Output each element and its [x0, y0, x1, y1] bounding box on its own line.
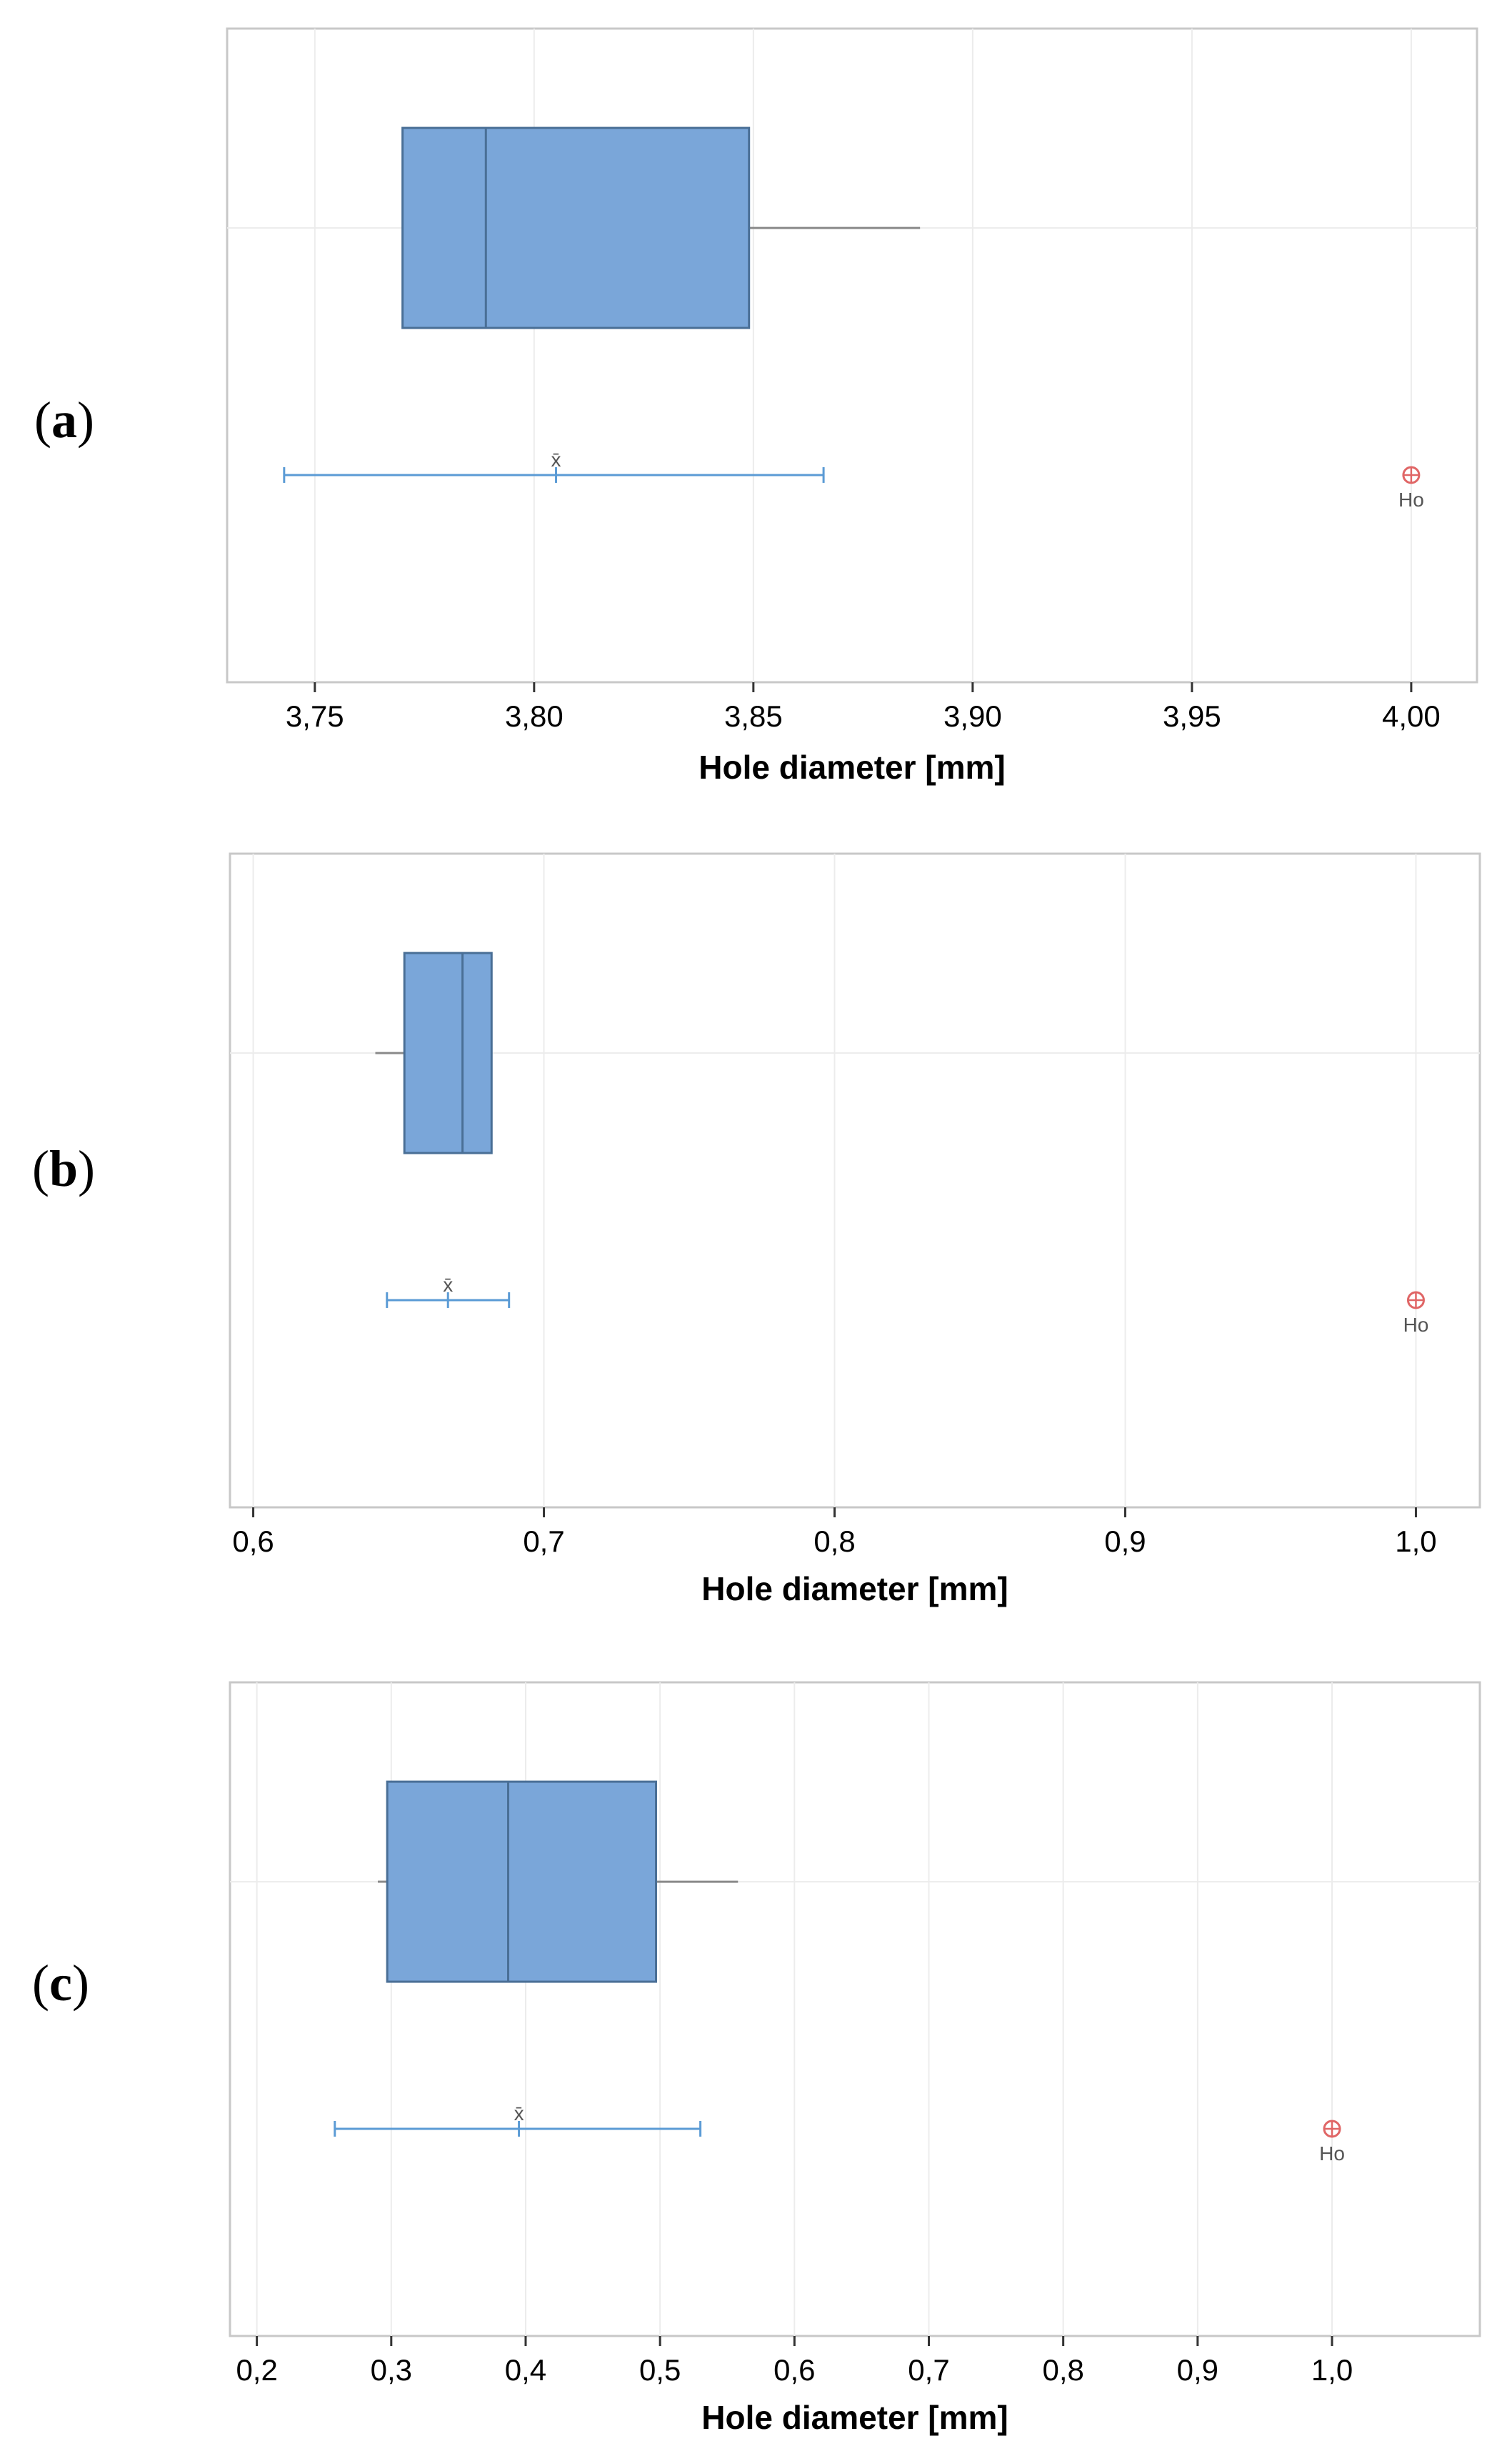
x-tick-label: 3,75	[286, 699, 344, 733]
x-tick-label: 0,6	[232, 1524, 274, 1558]
x-tick-label: 1,0	[1311, 2353, 1353, 2387]
x-tick-label: 0,6	[773, 2353, 815, 2387]
x-tick-label: 0,9	[1177, 2353, 1218, 2387]
ho-label: Ho	[1398, 489, 1424, 511]
x-tick-label: 0,7	[523, 1524, 564, 1558]
box-iqr	[386, 1780, 658, 1983]
x-tick-label: 0,8	[1042, 2353, 1083, 2387]
x-tick-label: 0,2	[236, 2353, 277, 2387]
panel-label-c: (c)	[32, 1955, 89, 2012]
x-axis-title: Hole diameter [mm]	[701, 2399, 1008, 2436]
x-tick-label: 1,0	[1395, 1524, 1436, 1558]
ho-label: Ho	[1403, 1314, 1429, 1336]
x-tick-label: 0,3	[371, 2353, 412, 2387]
x-tick-label: 0,5	[639, 2353, 681, 2387]
x-axis-title: Hole diameter [mm]	[701, 1570, 1008, 1607]
panel-label-b: (b)	[32, 1140, 95, 1197]
x-tick-label: 0,9	[1104, 1524, 1146, 1558]
x-tick-label: 3,90	[943, 699, 1002, 733]
mean-symbol-label: x̄	[514, 2102, 524, 2125]
plot-area-b	[229, 852, 1481, 1509]
plot-area-c	[229, 1681, 1481, 2337]
mean-symbol-label: x̄	[443, 1274, 453, 1296]
ho-label: Ho	[1319, 2142, 1345, 2165]
panel-label-a: (a)	[34, 391, 94, 449]
mean-symbol-label: x̄	[551, 449, 561, 471]
x-tick-label: 0,7	[908, 2353, 949, 2387]
x-tick-label: 4,00	[1382, 699, 1441, 733]
plot-area-a	[226, 27, 1478, 684]
x-tick-label: 3,85	[724, 699, 783, 733]
x-axis-title: Hole diameter [mm]	[699, 749, 1005, 786]
x-tick-label: 3,95	[1163, 699, 1221, 733]
x-tick-label: 0,8	[813, 1524, 855, 1558]
x-tick-label: 0,4	[505, 2353, 546, 2387]
box-iqr	[403, 952, 493, 1154]
x-tick-label: 3,80	[505, 699, 564, 733]
box-iqr	[401, 126, 751, 329]
